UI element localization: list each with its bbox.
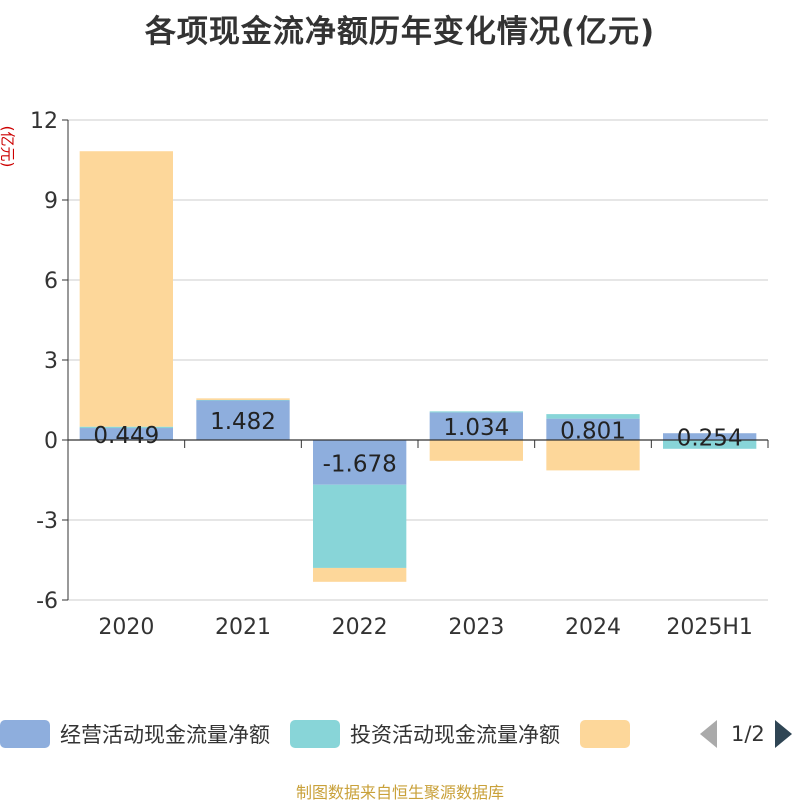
bar-series-2 (663, 440, 757, 449)
data-label: 0.254 (677, 426, 743, 452)
y-tick-label: 0 (44, 429, 58, 454)
bar-series-1 (429, 412, 523, 440)
stacked-bar-chart: -6 -3 0 3 6 9 12 2020 2021 2022 2023 2024 2025H1 0.4… (30, 109, 769, 640)
x-category-label: 2025H1 (666, 615, 753, 640)
bar-series-1 (79, 428, 173, 440)
x-category-label: 2020 (98, 615, 154, 640)
triangle-right-icon[interactable] (774, 720, 792, 748)
x-category-label: 2023 (448, 615, 504, 640)
bar-series-3 (429, 440, 523, 461)
bar-series-3 (79, 151, 173, 427)
data-label: 0.801 (560, 418, 626, 444)
bar-series-1 (313, 440, 407, 485)
x-category-label: 2022 (332, 615, 388, 640)
legend-pager: 1/2 (700, 716, 792, 752)
legend-item-series-1[interactable]: 经营活动现金流量净额 (0, 719, 270, 749)
data-source-note: 制图数据来自恒生聚源数据库 (295, 783, 504, 802)
bar-series-2 (546, 414, 640, 419)
data-label: 0.449 (93, 423, 159, 449)
bar-series-2 (196, 399, 290, 401)
y-tick-label: -6 (36, 589, 58, 614)
bar-series-1 (196, 400, 290, 440)
legend-label-series-1: 经营活动现金流量净额 (60, 723, 270, 747)
bar-series-2 (429, 411, 523, 413)
triangle-left-icon[interactable] (700, 720, 717, 748)
bar-series-2 (79, 426, 173, 429)
legend: 经营活动现金流量净额 投资活动现金流量净额 1/2 (0, 716, 800, 752)
bar-series-3 (546, 440, 640, 471)
x-category-label: 2024 (565, 615, 621, 640)
chart-title: 各项现金流净额历年变化情况(亿元) (144, 14, 656, 50)
legend-page-indicator: 1/2 (731, 722, 765, 746)
y-tick-label: -3 (36, 509, 58, 534)
data-label: 1.482 (210, 409, 276, 435)
x-category-label: 2021 (215, 615, 271, 640)
data-label: 1.034 (443, 415, 509, 441)
legend-item-series-3[interactable] (580, 720, 640, 748)
bar-series-2 (313, 484, 407, 568)
legend-swatch-series-3 (580, 720, 630, 748)
y-tick-label: 12 (30, 109, 58, 134)
bar-series-1 (663, 433, 757, 440)
bar-series-3 (196, 398, 290, 400)
y-tick-label: 9 (44, 189, 58, 214)
bar-series-3 (313, 567, 407, 582)
y-tick-label: 6 (44, 269, 58, 294)
legend-swatch-series-2 (290, 720, 340, 748)
y-tick-label: 3 (44, 349, 58, 374)
data-label: -1.678 (323, 451, 397, 477)
legend-swatch-series-1 (0, 720, 50, 748)
bar-series-1 (546, 418, 640, 440)
legend-item-series-2[interactable]: 投资活动现金流量净额 (290, 719, 560, 749)
legend-label-series-2: 投资活动现金流量净额 (350, 723, 560, 747)
